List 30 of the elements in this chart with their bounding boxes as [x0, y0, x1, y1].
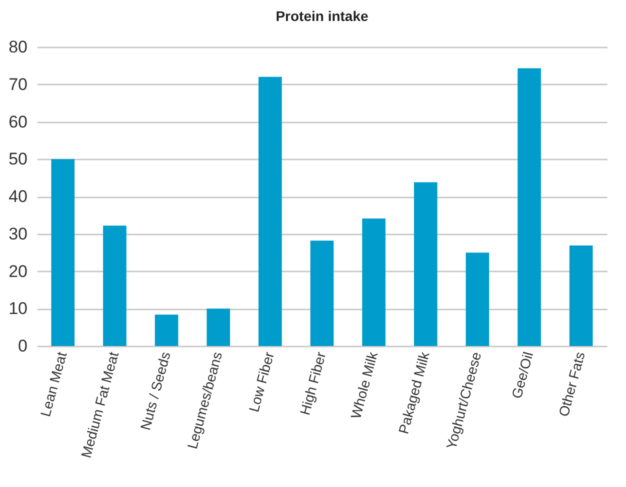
x-tick-label: High Fiber	[296, 350, 329, 417]
y-tick-label: 60	[8, 112, 28, 132]
x-tick-label: Low Fiber	[246, 350, 278, 414]
x-tick-label: Lean Meat	[37, 350, 70, 418]
y-tick-label: 20	[8, 262, 28, 281]
bar	[569, 245, 593, 346]
bar	[103, 226, 126, 346]
x-tick-label: Gee/Oil	[508, 350, 536, 400]
bar	[258, 76, 282, 346]
bar	[206, 308, 230, 346]
bar	[51, 159, 75, 346]
x-tick-label: Pakaged Milk	[395, 349, 433, 436]
bar	[154, 314, 178, 346]
x-tick-label: Other Fats	[555, 350, 588, 418]
x-tick-label: Medium Fat Meat	[78, 350, 122, 460]
bar	[414, 182, 438, 346]
y-tick-label: 30	[8, 224, 28, 244]
x-tick-label: Whole Milk	[347, 349, 381, 420]
chart-title: Protein intake	[276, 8, 368, 24]
bar	[362, 218, 386, 346]
bar	[310, 240, 334, 346]
bar	[466, 252, 490, 346]
y-tick-label: 70	[8, 74, 28, 94]
x-tick-label: Nuts / Seeds	[137, 350, 174, 432]
y-tick-label: 0	[18, 336, 28, 356]
y-tick-label: 80	[8, 38, 28, 56]
y-tick-label: 50	[8, 150, 28, 169]
bar	[518, 68, 541, 346]
y-tick-label: 40	[8, 187, 28, 206]
y-tick-label: 10	[8, 299, 28, 318]
